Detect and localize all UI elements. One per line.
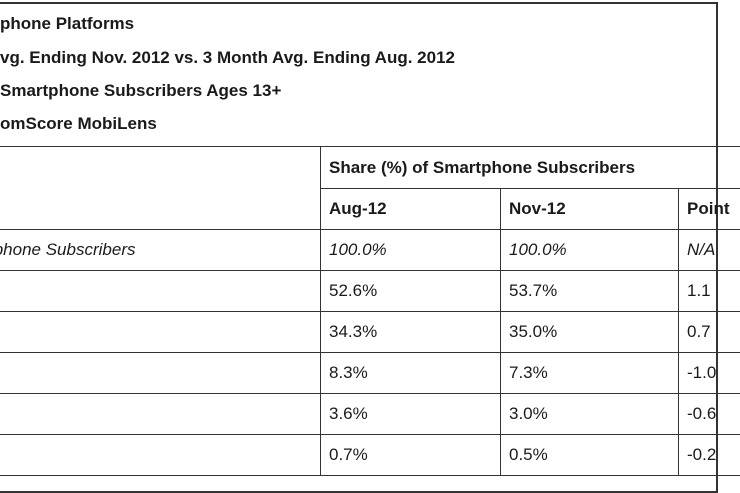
cell-point: 1.1 [677,270,740,312]
cell-point: -0.6 [677,393,740,435]
table-row: 34.3% 35.0% 0.7 [0,311,740,353]
cell-aug: 3.6% [320,393,501,435]
table-row: 0.7% 0.5% -0.2 [0,434,740,476]
header-source: omScore MobiLens [0,114,157,133]
cell-point: N/A [677,229,740,271]
header-population: Smartphone Subscribers Ages 13+ [0,81,282,100]
cell-aug: 100.0% [320,229,501,271]
cell-point: 0.7 [677,311,740,353]
row-label [0,434,321,476]
row-label-header-cell [0,146,321,230]
cell-nov: 3.0% [500,393,679,435]
table-row: 3.6% 3.0% -0.6 [0,393,740,435]
cell-aug: 0.7% [320,434,501,476]
share-table: Share (%) of Smartphone Subscribers Aug-… [0,146,740,476]
header-title: phone Platforms [0,14,135,33]
row-label [0,352,321,394]
cell-nov: 100.0% [500,229,679,271]
column-header-nov: Nov-12 [500,188,679,230]
header-period: vg. Ending Nov. 2012 vs. 3 Month Avg. En… [0,48,455,67]
cell-nov: 53.7% [500,270,679,312]
table-row: 52.6% 53.7% 1.1 [0,270,740,312]
table-row: tphone Subscribers 100.0% 100.0% N/A [0,229,740,271]
row-label [0,393,321,435]
share-group-header: Share (%) of Smartphone Subscribers [319,146,740,189]
table-row: 8.3% 7.3% -1.0 [0,352,740,394]
row-label: tphone Subscribers [0,229,321,271]
column-header-point: Point [677,188,740,230]
cell-nov: 7.3% [500,352,679,394]
cell-nov: 35.0% [500,311,679,353]
cell-nov: 0.5% [500,434,679,476]
group-header-row: Share (%) of Smartphone Subscribers [0,146,740,230]
column-header-aug: Aug-12 [320,188,501,230]
cell-aug: 52.6% [320,270,501,312]
row-label [0,270,321,312]
row-label [0,311,321,353]
cell-aug: 8.3% [320,352,501,394]
cell-point: -0.2 [677,434,740,476]
column-header-row: Aug-12 Nov-12 Point [0,188,740,230]
cell-point: -1.0 [677,352,740,394]
cell-aug: 34.3% [320,311,501,353]
